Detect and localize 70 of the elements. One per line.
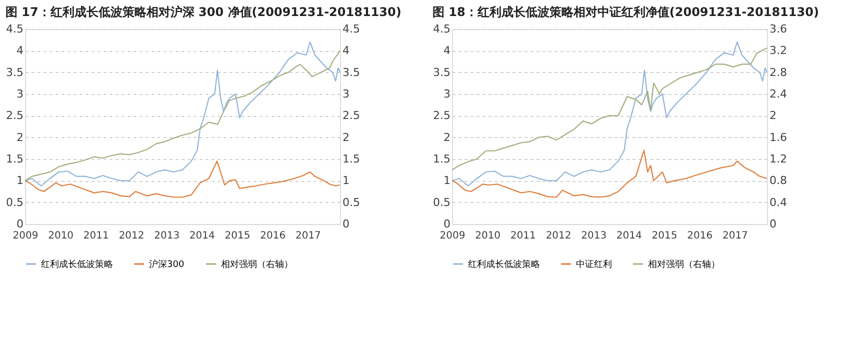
legend-label: 沪深300 [149, 259, 184, 270]
x-tick-label: 2017 [722, 230, 748, 242]
x-tick-label: 2016 [687, 230, 713, 242]
y2-tick-label: 1.2 [770, 152, 787, 166]
line-series [451, 47, 768, 170]
x-tick-label: 2010 [48, 230, 74, 242]
y-tick-label: 2.5 [6, 109, 24, 122]
y-tick-label: 2 [16, 130, 24, 144]
y2-tick-label: 1.6 [770, 130, 787, 144]
x-tick-label: 2014 [616, 230, 642, 242]
y-tick-label: 3 [16, 88, 24, 100]
x-tick-label: 2015 [224, 230, 250, 242]
y-tick-label: 0 [444, 218, 450, 230]
y-tick-label: 4.5 [6, 22, 24, 36]
y2-tick-label: 0.4 [770, 196, 787, 209]
x-tick-label: 2011 [83, 230, 109, 242]
y-tick-label: 1 [16, 174, 24, 188]
y2-tick-label: 0 [770, 218, 776, 230]
x-tick-label: 2014 [189, 230, 215, 242]
chart-title: 图 17：红利成长低波策略相对沪深 300 净值(20091231-20181130) [6, 5, 402, 19]
x-tick-label: 2009 [12, 230, 38, 242]
y-tick-label: 1.5 [433, 152, 450, 166]
y2-tick-label: 3.5 [342, 66, 360, 79]
y-tick-label: 2.5 [433, 109, 450, 122]
y-tick-label: 0 [16, 218, 24, 230]
chart-title: 图 18：红利成长低波策略相对中证红利净值(20091231-20181130) [432, 5, 819, 19]
y-tick-label: 3.5 [433, 66, 450, 79]
y2-tick-label: 4 [342, 44, 350, 58]
line-series [451, 41, 768, 186]
y-tick-label: 0.5 [433, 196, 450, 209]
y-tick-label: 3 [444, 88, 450, 100]
x-tick-label: 2015 [652, 230, 678, 242]
y-tick-label: 1 [444, 174, 450, 188]
x-tick-label: 2011 [510, 230, 536, 242]
x-tick-label: 2009 [440, 230, 466, 242]
legend-label: 红利成长低波策略 [468, 259, 540, 270]
x-tick-label: 2010 [475, 230, 501, 242]
y-tick-label: 4.5 [433, 22, 450, 36]
legend-label: 相对强弱（右轴） [221, 259, 293, 270]
x-tick-label: 2013 [154, 230, 180, 242]
line-series [451, 150, 768, 198]
y2-tick-label: 2 [342, 130, 350, 144]
y2-tick-label: 3.6 [770, 22, 787, 36]
y-tick-label: 1.5 [6, 152, 24, 166]
y-tick-label: 4 [444, 44, 450, 58]
legend-label: 相对强弱（右轴） [648, 259, 720, 270]
y-tick-label: 4 [16, 44, 24, 58]
y2-tick-label: 2.4 [770, 88, 787, 100]
y2-tick-label: 3.2 [770, 44, 787, 58]
y-tick-label: 2 [444, 130, 450, 144]
y2-tick-label: 0 [342, 218, 350, 230]
y2-tick-label: 1.5 [342, 152, 360, 166]
x-tick-label: 2012 [118, 230, 144, 242]
y2-tick-label: 0.8 [770, 174, 787, 188]
x-tick-label: 2017 [295, 230, 321, 242]
y-tick-label: 3.5 [6, 66, 24, 79]
x-tick-label: 2016 [260, 230, 286, 242]
x-tick-label: 2012 [546, 230, 572, 242]
legend-label: 中证红利 [576, 259, 612, 270]
y2-tick-label: 2.8 [770, 66, 787, 79]
legend-label: 红利成长低波策略 [41, 259, 113, 270]
y2-tick-label: 3 [342, 88, 350, 100]
y2-tick-label: 2 [770, 109, 776, 122]
y2-tick-label: 4.5 [342, 22, 360, 36]
y2-tick-label: 0.5 [342, 196, 360, 209]
y-tick-label: 0.5 [6, 196, 24, 209]
x-tick-label: 2013 [581, 230, 607, 242]
line-series [24, 160, 341, 198]
y2-tick-label: 1 [342, 174, 350, 188]
y2-tick-label: 2.5 [342, 109, 360, 122]
